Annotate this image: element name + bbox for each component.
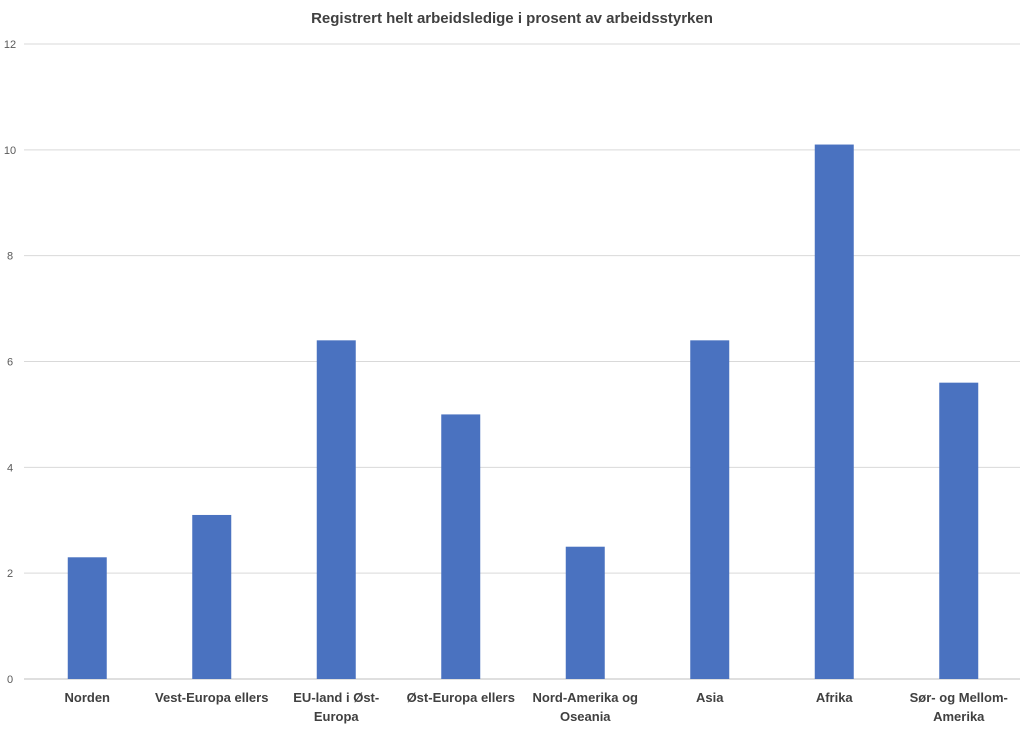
y-tick-label: 0 (7, 674, 13, 686)
x-tick-label: Nord-Amerika og (533, 690, 639, 705)
x-tick-label: Amerika (933, 709, 985, 724)
x-tick-label: Asia (696, 690, 724, 705)
gridlines (24, 43, 1020, 680)
x-tick-label: Vest-Europa ellers (155, 690, 268, 705)
x-tick-label: Oseania (560, 709, 611, 724)
y-axis-ticks: 0 2 4 6 8 10 12 (4, 39, 16, 686)
y-tick-label: 6 (7, 357, 13, 369)
chart-title: Registrert helt arbeidsledige i prosent … (311, 10, 713, 27)
x-tick-label: Norden (65, 690, 111, 705)
x-tick-label: Europa (314, 709, 360, 724)
x-tick-label: EU-land i Øst- (293, 690, 379, 705)
bar (565, 546, 605, 679)
y-tick-label: 8 (7, 251, 13, 263)
y-tick-label: 10 (4, 145, 16, 157)
bar (67, 557, 107, 679)
bar (316, 340, 356, 679)
x-tick-label: Afrika (816, 690, 854, 705)
bars (67, 144, 979, 679)
x-tick-label: Sør- og Mellom- (910, 690, 1008, 705)
x-tick-label: Øst-Europa ellers (407, 690, 515, 705)
bar (814, 144, 854, 679)
y-tick-label: 4 (7, 462, 13, 474)
bar (441, 414, 481, 679)
bar (192, 514, 232, 679)
y-tick-label: 12 (4, 39, 16, 51)
bar (939, 382, 979, 679)
x-axis-ticks: Norden Vest-Europa ellers EU-land i Øst- Eu… (65, 690, 1008, 724)
y-tick-label: 2 (7, 568, 13, 580)
bar (690, 340, 730, 679)
